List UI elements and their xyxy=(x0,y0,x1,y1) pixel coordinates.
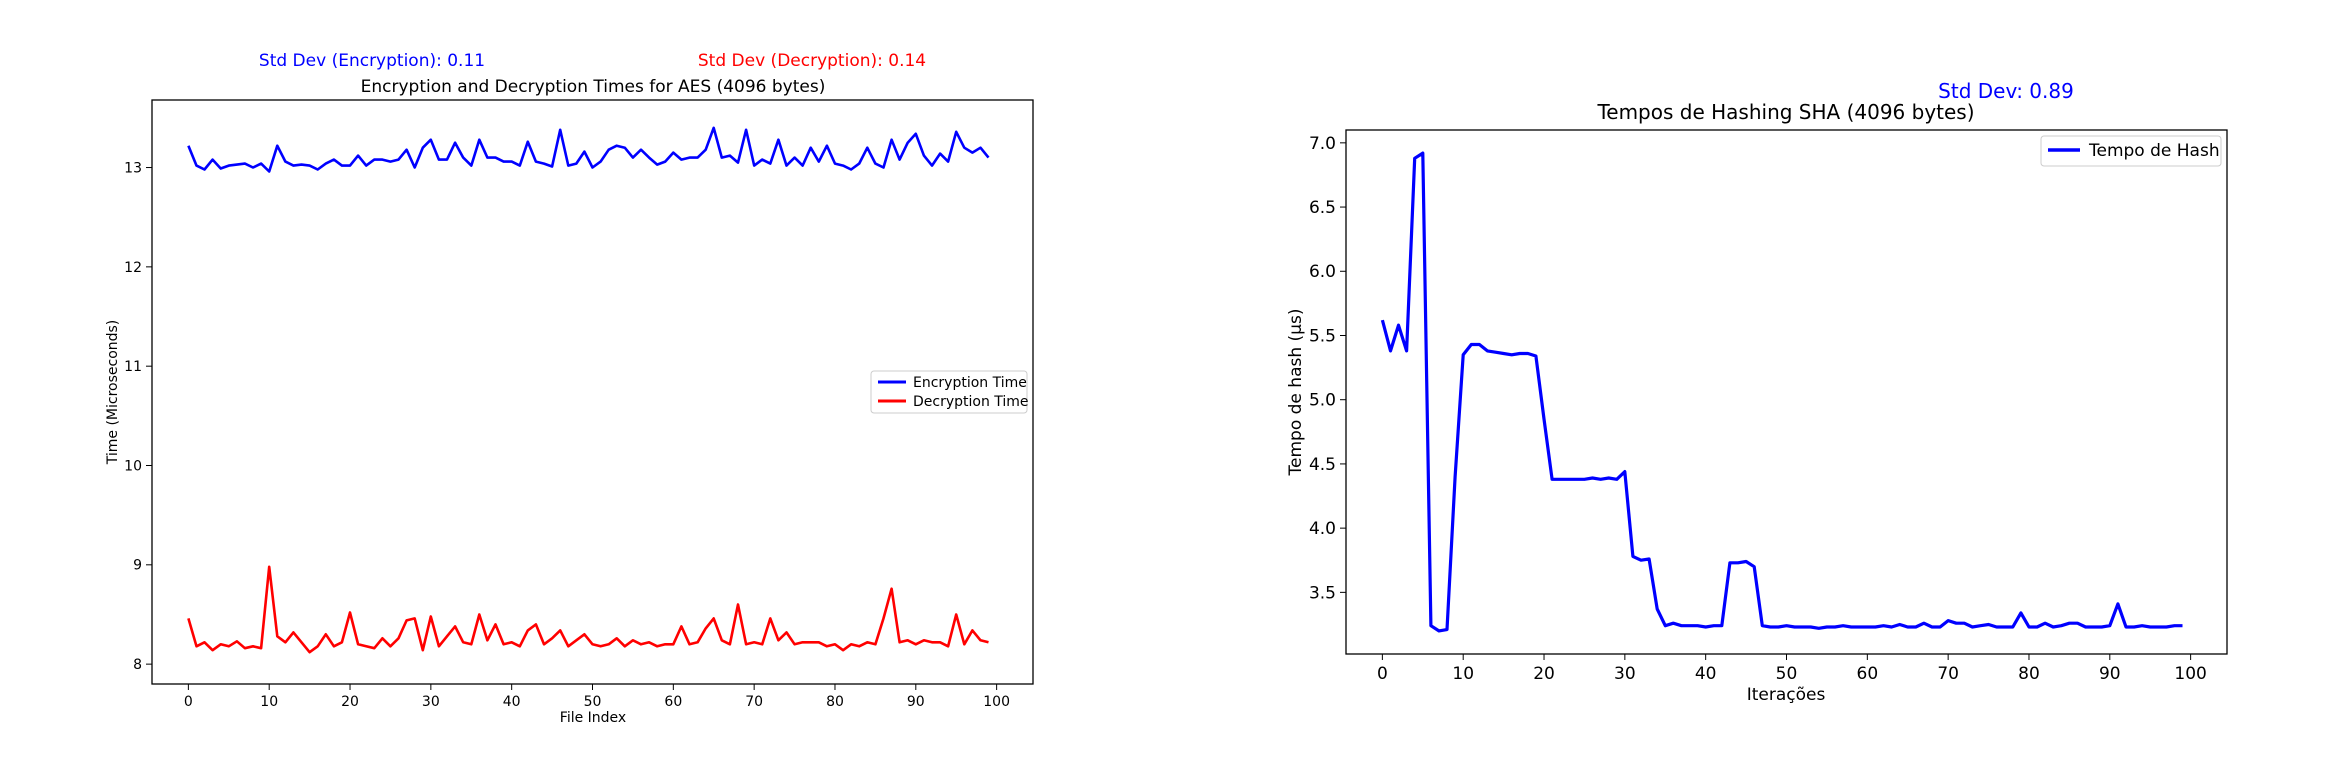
x-tick-label: 80 xyxy=(2018,664,2040,684)
y-tick-label: 11 xyxy=(124,359,142,375)
y-tick-label: 5.5 xyxy=(1309,326,1336,346)
aes-times-chart: Std Dev (Encryption): 0.11 Std Dev (Decr… xyxy=(105,51,1034,726)
y-tick-label: 13 xyxy=(124,160,142,176)
x-tick-label: 50 xyxy=(584,694,602,710)
y-tick-label: 12 xyxy=(124,260,142,276)
y-tick-label: 5.0 xyxy=(1309,391,1336,411)
y-tick-label: 10 xyxy=(124,458,142,474)
sha-hash-chart: Std Dev: 0.89 Tempos de Hashing SHA (409… xyxy=(1286,79,2228,705)
y-tick-label: 3.5 xyxy=(1309,583,1336,603)
plot-area-frame xyxy=(151,99,1034,685)
legend-frame xyxy=(2040,135,2222,167)
x-tick-label: 40 xyxy=(1695,664,1717,684)
decryption-std-dev-annotation: Std Dev (Decryption): 0.14 xyxy=(698,51,926,71)
hash-std-dev-annotation: Std Dev: 0.89 xyxy=(1938,79,2074,103)
x-tick-label: 70 xyxy=(1937,664,1959,684)
plot-area-frame xyxy=(1345,129,2228,655)
series-line-1 xyxy=(1380,151,2183,633)
legend-label-decryption: Decryption Time xyxy=(913,394,1029,410)
x-tick-label: 20 xyxy=(341,694,359,710)
chart-title: Tempos de Hashing SHA (4096 bytes) xyxy=(1596,100,1974,124)
chart-series-group xyxy=(1380,151,2183,633)
x-tick-label: 90 xyxy=(907,694,925,710)
x-tick-label: 0 xyxy=(1377,664,1388,684)
y-tick-label: 6.0 xyxy=(1309,262,1336,282)
x-tick-label: 50 xyxy=(1776,664,1798,684)
x-tick-label: 100 xyxy=(983,694,1010,710)
legend-label-hash: Tempo de Hash xyxy=(2088,141,2220,161)
y-axis-label: Time (Microseconds) xyxy=(105,320,121,466)
x-tick-label: 40 xyxy=(503,694,521,710)
x-tick-label: 80 xyxy=(826,694,844,710)
y-tick-label: 8 xyxy=(133,657,142,673)
chart-series-group xyxy=(187,126,990,654)
x-axis-label: Iterações xyxy=(1747,685,1826,705)
x-tick-label: 100 xyxy=(2174,664,2206,684)
y-tick-label: 9 xyxy=(133,558,142,574)
x-tick-label: 0 xyxy=(184,694,193,710)
x-tick-label: 10 xyxy=(260,694,278,710)
x-tick-label: 60 xyxy=(664,694,682,710)
x-tick-label: 20 xyxy=(1533,664,1555,684)
chart-legend: Tempo de Hash xyxy=(2040,135,2222,167)
x-tick-label: 30 xyxy=(1614,664,1636,684)
y-tick-label: 6.5 xyxy=(1309,198,1336,218)
x-tick-label: 90 xyxy=(2099,664,2121,684)
y-tick-label: 4.5 xyxy=(1309,455,1336,475)
y-tick-label: 4.0 xyxy=(1309,519,1336,539)
y-axis-label: Tempo de hash (µs) xyxy=(1286,309,1306,477)
chart-title: Encryption and Decryption Times for AES … xyxy=(361,77,826,97)
legend-frame xyxy=(870,370,1028,414)
x-axis-label: File Index xyxy=(560,710,626,726)
y-tick-label: 7.0 xyxy=(1309,134,1336,154)
chart-legend: Encryption Time Decryption Time xyxy=(870,370,1029,414)
series-line-1 xyxy=(187,126,990,173)
x-tick-label: 70 xyxy=(745,694,763,710)
encryption-std-dev-annotation: Std Dev (Encryption): 0.11 xyxy=(259,51,485,71)
legend-label-encryption: Encryption Time xyxy=(913,375,1027,391)
x-tick-label: 30 xyxy=(422,694,440,710)
x-tick-label: 60 xyxy=(1857,664,1879,684)
series-line-2 xyxy=(187,565,989,654)
chart-axes-group: 0 10 20 30 40 50 60 70 80 90 100 8 9 10 11 12 13 xyxy=(124,160,1010,710)
x-tick-label: 10 xyxy=(1452,664,1474,684)
chart-axes-group: 0 10 20 30 40 50 60 70 80 90 100 3.5 4.0 4.5 5.0 5.5 6.0… xyxy=(1309,134,2207,684)
